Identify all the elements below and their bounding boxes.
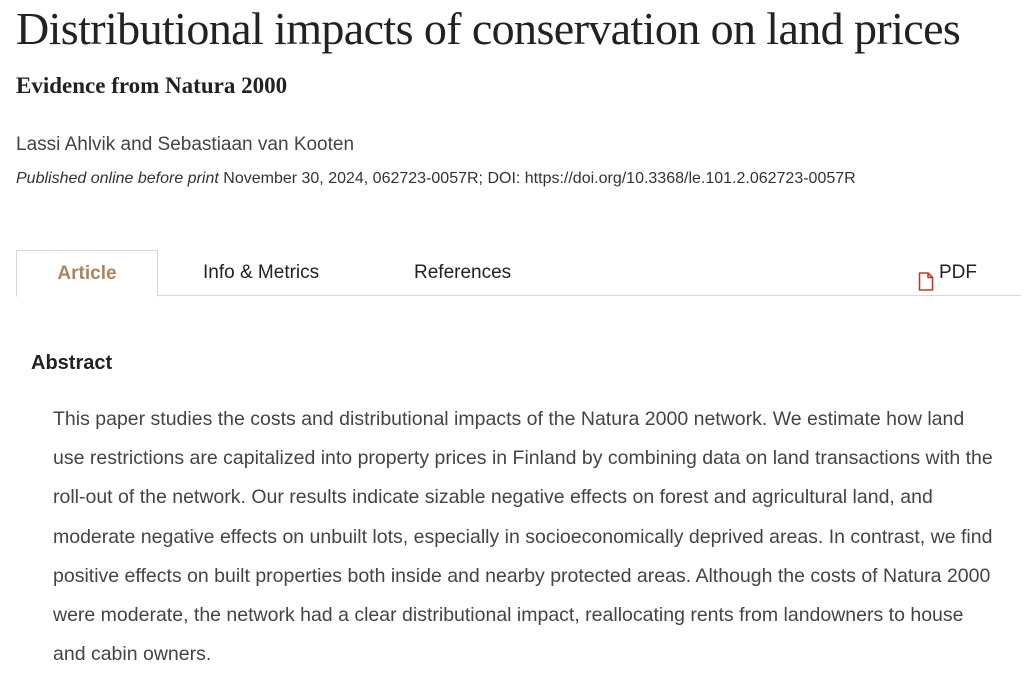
author-list: Lassi Ahlvik and Sebastiaan van Kooten	[16, 133, 354, 157]
author-separator: and	[115, 134, 158, 155]
abstract-text: This paper studies the costs and distrib…	[53, 408, 993, 666]
pdf-link[interactable]: PDF	[918, 250, 977, 295]
author-link[interactable]: Sebastiaan van Kooten	[157, 134, 355, 155]
pdf-label: PDF	[939, 262, 977, 283]
article-title: Distributional impacts of conservation o…	[16, 3, 961, 54]
article-tabs: Article Info & Metrics References PDF	[16, 250, 1021, 297]
publication-prefix: Published online before print	[16, 170, 219, 187]
author-link[interactable]: Lassi Ahlvik	[16, 134, 116, 155]
pdf-file-icon	[918, 263, 934, 291]
article-subtitle: Evidence from Natura 2000	[16, 73, 288, 98]
tab-info-metrics[interactable]: Info & Metrics	[203, 262, 320, 283]
abstract-heading: Abstract	[31, 352, 113, 374]
publication-info: Published online before print November 3…	[16, 169, 856, 189]
tab-references[interactable]: References	[414, 262, 512, 283]
tab-article[interactable]: Article	[16, 250, 158, 297]
publication-details: November 30, 2024, 062723-0057R; DOI: ht…	[218, 170, 856, 187]
